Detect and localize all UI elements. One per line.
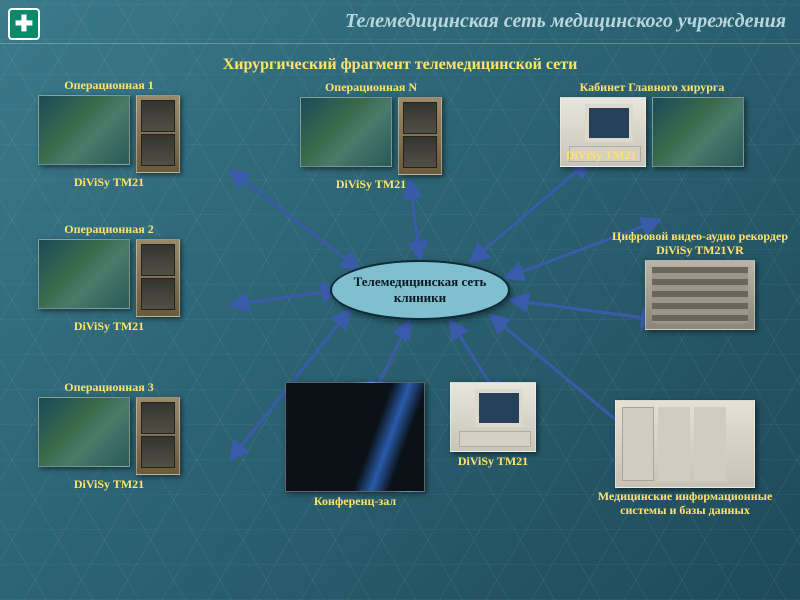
node-images xyxy=(38,239,180,317)
node-title: Операционная 2 xyxy=(38,222,180,237)
surgery-image xyxy=(300,97,392,167)
node-images xyxy=(590,400,780,488)
rack-image xyxy=(645,260,755,330)
servers-image xyxy=(615,400,755,488)
dark-room-image xyxy=(285,382,425,492)
node-title: Операционная 1 xyxy=(38,78,180,93)
node-images xyxy=(610,260,790,330)
node-recorder: Цифровой видео-аудио рекордер DiViSy TM2… xyxy=(610,230,790,330)
hub-label: Телемедицинская сеть клиники xyxy=(332,274,508,306)
node-caption: DiViSy TM21 xyxy=(38,319,180,334)
node-caption: DiViSy TM21 xyxy=(38,175,180,190)
node-title: Цифровой видео-аудио рекордер DiViSy TM2… xyxy=(610,230,790,258)
monitor-cart-image xyxy=(398,97,442,175)
node-op3: Операционная 3 DiViSy TM21 xyxy=(38,380,180,492)
node-images xyxy=(38,397,180,475)
node-title: Операционная 3 xyxy=(38,380,180,395)
header-bar: ✚ Телемедицинская сеть медицинского учре… xyxy=(0,0,800,44)
node-caption: Конференц-зал xyxy=(285,494,425,509)
node-images xyxy=(300,97,442,175)
node-caption: Медицинские информационные системы и баз… xyxy=(590,490,780,518)
surgery-image xyxy=(38,397,130,467)
surgery-image xyxy=(38,95,130,165)
node-opN: Операционная N DiViSy TM21 xyxy=(300,80,442,192)
page-subtitle: Хирургический фрагмент телемедицинской с… xyxy=(0,56,800,74)
node-chief: Кабинет Главного хирурга DiViSy TM21 xyxy=(560,80,744,167)
node-images xyxy=(285,382,425,492)
node-caption: DiViSy TM21 xyxy=(300,177,442,192)
node-mis: Медицинские информационные системы и баз… xyxy=(590,400,780,518)
node-conf_pc: DiViSy TM21 xyxy=(450,382,536,469)
monitor-cart-image xyxy=(136,397,180,475)
node-images: DiViSy TM21 xyxy=(560,97,744,167)
node-title: Кабинет Главного хирурга xyxy=(560,80,744,95)
monitor-cart-image xyxy=(136,95,180,173)
node-images xyxy=(38,95,180,173)
page-title: Телемедицинская сеть медицинского учрежд… xyxy=(345,10,786,33)
node-conf: Конференц-зал xyxy=(285,382,425,509)
node-images xyxy=(450,382,536,452)
node-op2: Операционная 2 DiViSy TM21 xyxy=(38,222,180,334)
network-hub: Телемедицинская сеть клиники xyxy=(330,260,510,320)
monitor-cart-image xyxy=(136,239,180,317)
pc-image xyxy=(450,382,536,452)
surgery-image xyxy=(38,239,130,309)
surgery-image xyxy=(652,97,744,167)
node-op1: Операционная 1 DiViSy TM21 xyxy=(38,78,180,190)
node-title: Операционная N xyxy=(300,80,442,95)
node-caption: DiViSy TM21 xyxy=(566,148,636,163)
app-logo: ✚ xyxy=(8,8,40,40)
node-caption: DiViSy TM21 xyxy=(38,477,180,492)
node-caption: DiViSy TM21 xyxy=(450,454,536,469)
